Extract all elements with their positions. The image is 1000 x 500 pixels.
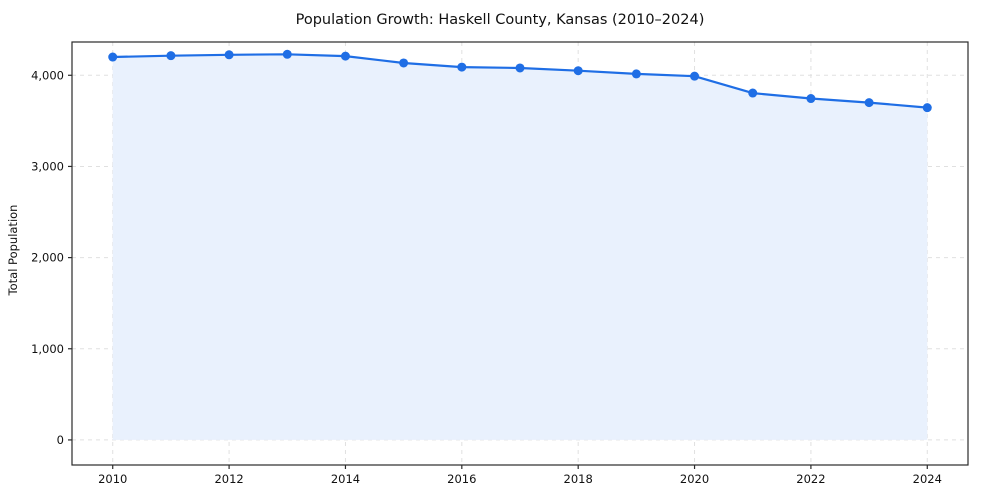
x-tick-label: 2018 <box>564 472 593 486</box>
x-tick-label: 2024 <box>913 472 942 486</box>
y-tick-label: 0 <box>57 433 64 447</box>
data-point <box>399 58 409 68</box>
data-point <box>224 50 234 60</box>
data-point <box>340 51 350 61</box>
y-tick-label: 3,000 <box>31 159 64 173</box>
data-point <box>864 98 874 108</box>
data-point <box>806 94 816 104</box>
data-point <box>282 49 292 59</box>
data-point <box>515 63 525 73</box>
x-tick-label: 2020 <box>680 472 709 486</box>
data-point <box>573 66 583 76</box>
chart-title: Population Growth: Haskell County, Kansa… <box>295 12 705 28</box>
x-tick-label: 2014 <box>331 472 360 486</box>
y-tick-label: 1,000 <box>31 342 64 356</box>
data-point <box>457 62 467 72</box>
x-tick-label: 2022 <box>796 472 825 486</box>
data-point <box>922 103 932 113</box>
data-point <box>166 51 176 61</box>
x-tick-label: 2012 <box>214 472 243 486</box>
area-fill <box>112 54 928 440</box>
x-tick-label: 2010 <box>98 472 127 486</box>
data-point <box>748 88 758 98</box>
data-point <box>690 71 700 81</box>
x-tick-label: 2016 <box>447 472 476 486</box>
data-point <box>631 69 641 79</box>
y-tick-label: 4,000 <box>31 68 64 82</box>
data-point <box>108 52 118 62</box>
y-tick-label: 2,000 <box>31 251 64 265</box>
plot-frame <box>71 41 969 466</box>
